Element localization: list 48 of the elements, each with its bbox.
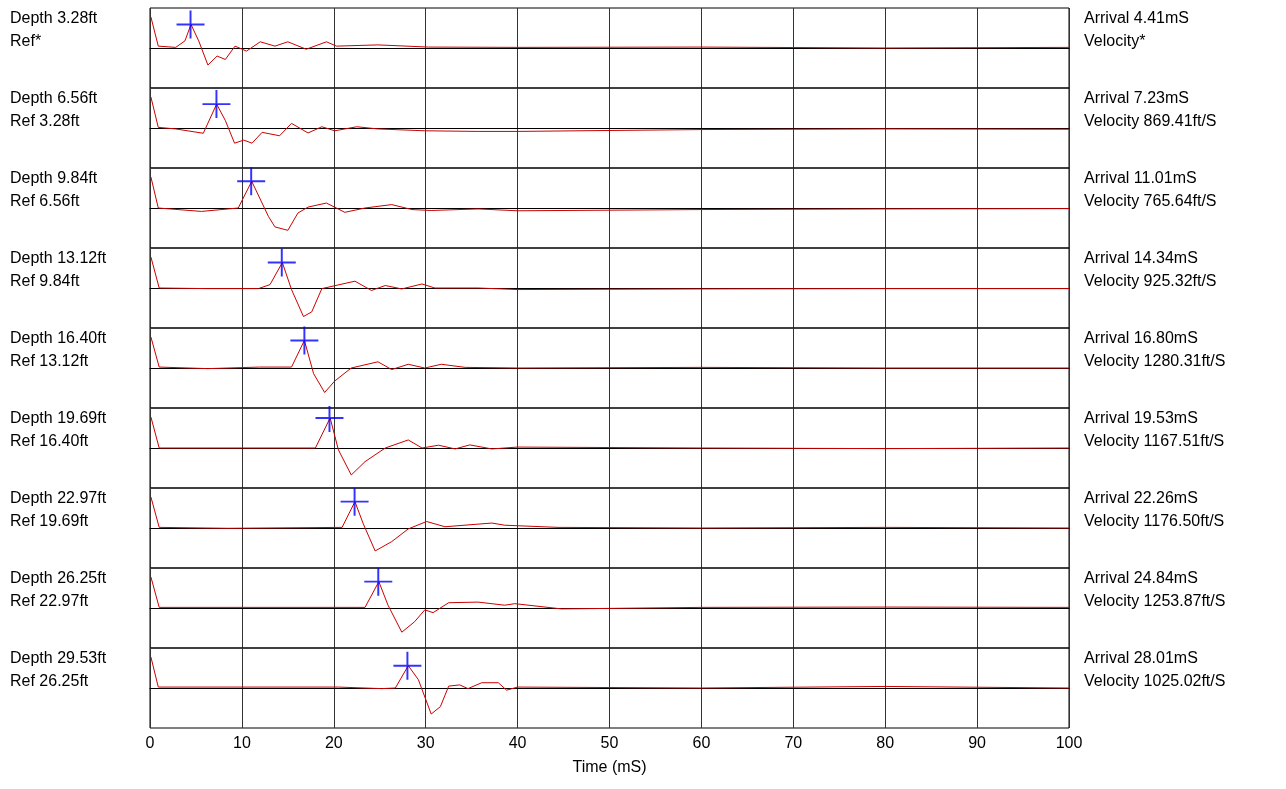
text: Depth 6.56ft <box>10 88 98 106</box>
text: Depth 26.25ft <box>10 568 107 586</box>
x-tick-label: 60 <box>692 733 711 751</box>
text: Arrival 22.26mS <box>1084 488 1198 506</box>
x-axis-title: Time (mS) <box>572 757 647 775</box>
x-tick-label: 10 <box>233 733 251 751</box>
text: Ref 9.84ft <box>10 271 80 289</box>
text: Ref* <box>10 31 42 49</box>
x-tick-label: 90 <box>968 733 987 751</box>
text: Arrival 24.84mS <box>1084 568 1198 586</box>
text: Velocity 925.32ft/S <box>1084 271 1217 289</box>
text: Velocity 1167.51ft/S <box>1084 431 1225 449</box>
text: Velocity 1280.31ft/S <box>1084 351 1226 369</box>
text: Depth 9.84ft <box>10 168 98 186</box>
x-tick-label: 0 <box>145 733 155 751</box>
text: Velocity 1253.87ft/S <box>1084 591 1226 609</box>
text: Arrival 14.34mS <box>1084 248 1198 266</box>
x-tick-label: 70 <box>784 733 803 751</box>
text: Arrival 4.41mS <box>1084 8 1189 26</box>
text: Velocity 1025.02ft/S <box>1084 671 1226 689</box>
text: Ref 26.25ft <box>10 671 89 689</box>
text: Velocity 1176.50ft/S <box>1084 511 1225 529</box>
x-tick-label: 80 <box>876 733 895 751</box>
text: Ref 22.97ft <box>10 591 89 609</box>
x-tick-label: 30 <box>416 733 435 751</box>
text: Arrival 16.80mS <box>1084 328 1198 346</box>
text: Ref 19.69ft <box>10 511 89 529</box>
text: Depth 16.40ft <box>10 328 107 346</box>
text: Ref 16.40ft <box>10 431 89 449</box>
text: Velocity 869.41ft/S <box>1084 111 1217 129</box>
text: Velocity* <box>1084 31 1146 49</box>
x-tick-label: 100 <box>1055 733 1083 751</box>
text: Arrival 11.01mS <box>1084 168 1197 186</box>
x-tick-label: 40 <box>508 733 527 751</box>
text: Depth 29.53ft <box>10 648 107 666</box>
text: Arrival 7.23mS <box>1084 88 1189 106</box>
text: Depth 22.97ft <box>10 488 107 506</box>
text: Ref 13.12ft <box>10 351 89 369</box>
text: Depth 19.69ft <box>10 408 107 426</box>
text: Velocity 765.64ft/S <box>1084 191 1217 209</box>
x-tick-label: 50 <box>600 733 619 751</box>
text: Ref 3.28ft <box>10 111 80 129</box>
x-tick-label: 20 <box>324 733 343 751</box>
text: Arrival 28.01mS <box>1084 648 1198 666</box>
text: Depth 13.12ft <box>10 248 107 266</box>
text: Depth 3.28ft <box>10 8 98 26</box>
text: Arrival 19.53mS <box>1084 408 1198 426</box>
text: Ref 6.56ft <box>10 191 80 209</box>
